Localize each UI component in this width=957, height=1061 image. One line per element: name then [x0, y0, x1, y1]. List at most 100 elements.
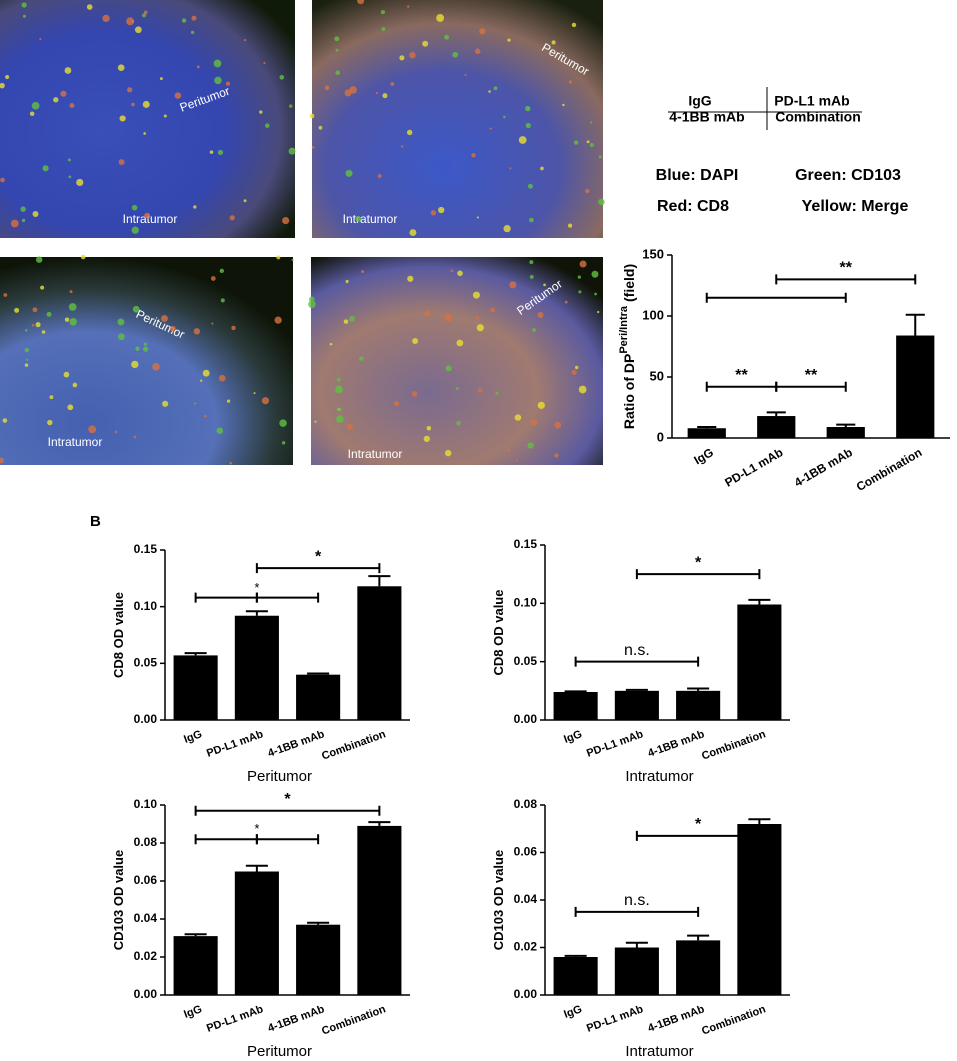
speck — [450, 269, 454, 273]
speck — [380, 10, 385, 15]
speck — [2, 418, 8, 423]
bar — [757, 416, 796, 438]
y-axis-label: CD103 OD value — [491, 850, 506, 950]
y-tick-label: 0.05 — [514, 654, 538, 668]
speck — [131, 360, 139, 369]
y-tick-label: 0.00 — [134, 712, 158, 726]
speck — [117, 318, 125, 326]
image — [0, 257, 293, 465]
speck — [409, 229, 417, 237]
speck — [3, 293, 8, 297]
speck — [311, 146, 315, 149]
y-tick-label: 0.15 — [514, 537, 538, 551]
speck — [479, 28, 486, 35]
speck — [216, 427, 224, 434]
y-axis-label-text: CD8 OD value — [111, 592, 126, 678]
speck — [349, 315, 355, 322]
error-bar — [245, 864, 268, 872]
speck — [411, 391, 418, 397]
y-tick-label: 0.10 — [134, 797, 158, 811]
y-tick-label: 0.04 — [514, 892, 538, 906]
speck — [291, 258, 294, 262]
key-text: PD-L1 mAb — [774, 93, 849, 109]
speck — [407, 5, 410, 8]
bar — [826, 427, 865, 438]
bar — [737, 604, 782, 720]
bar — [357, 586, 402, 720]
y-tick-label: 0 — [657, 429, 664, 444]
speck — [22, 14, 27, 18]
x-tick-label: 4-1BB mAb — [646, 1003, 706, 1035]
bar — [553, 957, 598, 995]
speck — [5, 74, 10, 80]
speck — [355, 216, 362, 222]
speck — [516, 459, 519, 462]
speck — [243, 39, 247, 42]
speck — [426, 426, 432, 431]
speck — [69, 318, 77, 326]
speck — [276, 255, 281, 260]
speck — [53, 97, 59, 103]
error-bar — [307, 921, 330, 925]
speck — [456, 339, 464, 347]
speck — [345, 279, 349, 284]
x-tick-label: IgG — [562, 728, 583, 746]
error-bar — [687, 687, 710, 691]
error-bar — [905, 313, 925, 336]
speck — [67, 404, 74, 411]
y-tick-label: 0.05 — [134, 656, 158, 670]
speck — [329, 342, 333, 346]
speck — [80, 254, 86, 260]
x-tick-label: PD-L1 mAb — [205, 728, 265, 760]
error-bar — [687, 934, 710, 941]
speck — [24, 329, 28, 332]
speck — [577, 275, 581, 279]
y-tick-label: 0.02 — [514, 940, 538, 954]
bar — [614, 690, 659, 720]
error-bar — [564, 954, 587, 957]
speck — [174, 92, 182, 99]
significance-label: ** — [840, 260, 853, 277]
speck — [32, 210, 39, 217]
x-tick-label: 4-1BB mAb — [266, 1003, 326, 1035]
speck — [589, 142, 594, 147]
x-tick-label: IgG — [182, 1003, 203, 1021]
speck — [574, 365, 579, 370]
speck — [69, 102, 75, 109]
speck — [586, 140, 590, 144]
x-tick-label: 4-1BB mAb — [792, 445, 855, 489]
speck — [193, 328, 201, 335]
key-text: IgG — [688, 93, 711, 109]
speck — [127, 87, 133, 93]
significance-label: * — [284, 791, 291, 808]
error-bar — [245, 610, 268, 616]
speck — [336, 377, 341, 382]
x-tick-label: Combination — [320, 728, 388, 762]
speck — [117, 64, 125, 72]
x-axis-label: Peritumor — [247, 1043, 312, 1060]
bar — [676, 690, 721, 720]
speck — [133, 435, 137, 439]
y-tick-label: 0.02 — [134, 949, 158, 963]
speck — [214, 76, 222, 85]
speck — [274, 316, 282, 324]
key-text: Red: CD8 — [657, 198, 729, 215]
y-axis-label: CD103 OD value — [111, 850, 126, 950]
bar — [234, 871, 279, 995]
speck — [213, 59, 222, 68]
speck — [243, 199, 247, 203]
speck — [412, 338, 419, 344]
speck — [69, 290, 73, 294]
significance-bracket — [255, 592, 320, 603]
significance-bracket — [635, 569, 761, 580]
y-tick-label: 0.00 — [514, 987, 538, 1001]
significance-bracket — [255, 563, 381, 574]
y-tick-label: 0.00 — [514, 712, 538, 726]
speck — [477, 388, 483, 393]
speck — [131, 226, 139, 234]
significance-bracket — [194, 805, 381, 816]
speck — [345, 169, 353, 177]
x-tick-label: 4-1BB mAb — [266, 728, 326, 760]
significance-label: * — [695, 554, 702, 571]
speck — [162, 400, 169, 407]
